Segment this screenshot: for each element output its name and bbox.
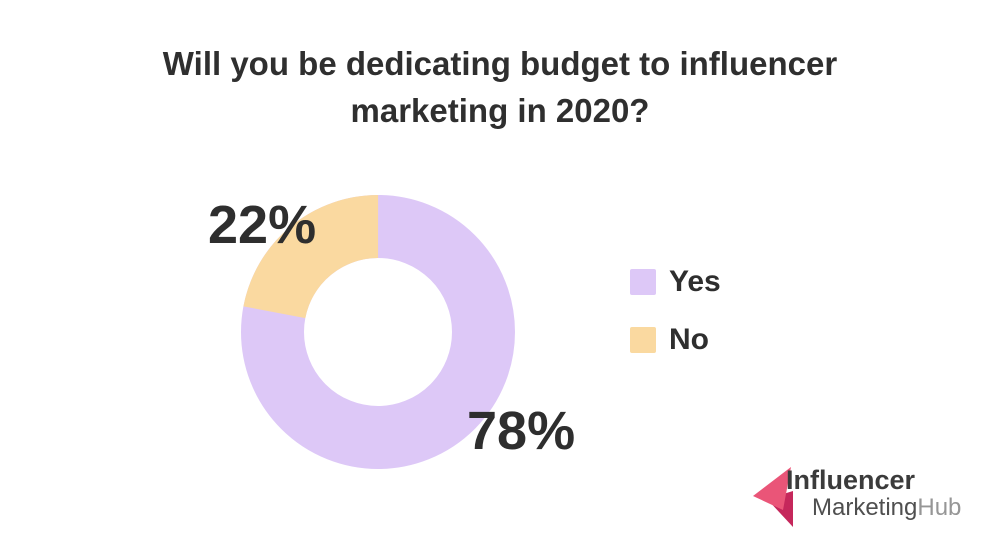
logo-brand-bottom: MarketingHub <box>812 495 961 520</box>
chart-title-line-2: marketing in 2020? <box>350 92 650 129</box>
logo-wordmark: Influencer MarketingHub <box>786 465 961 521</box>
chart-title-line-1: Will you be dedicating budget to influen… <box>162 45 838 82</box>
chart-title: Will you be dedicating budget to influen… <box>0 40 1000 134</box>
logo-arrow-light-head <box>753 467 791 510</box>
brand-logo: Influencer MarketingHub <box>753 464 983 530</box>
logo-brand-marketing: Marketing <box>812 494 918 521</box>
data-label-no: 22% <box>208 195 317 255</box>
data-label-yes: 78% <box>467 401 576 461</box>
legend-item-no: No <box>630 323 721 356</box>
legend-label-no: No <box>669 323 709 356</box>
legend-label-yes: Yes <box>669 265 721 298</box>
legend: Yes No <box>630 265 721 356</box>
donut-chart <box>241 195 515 469</box>
legend-swatch-yes <box>630 269 656 295</box>
logo-arrow-icon <box>753 467 793 527</box>
donut-segment-no <box>241 195 515 469</box>
logo-brand-hub: Hub <box>917 494 962 521</box>
logo-brand-top: Influencer <box>786 465 916 495</box>
legend-item-yes: Yes <box>630 265 721 298</box>
legend-swatch-no <box>630 327 656 353</box>
